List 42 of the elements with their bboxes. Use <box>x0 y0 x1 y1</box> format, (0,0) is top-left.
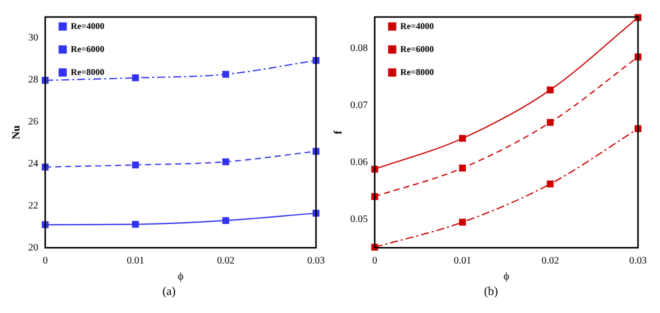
x-tick-label: 0 <box>372 255 378 266</box>
legend-label: Re=8000 <box>70 66 105 77</box>
y-tick-label: 0.07 <box>350 100 368 111</box>
y-tick-label: 0.06 <box>350 156 368 168</box>
x-tick-label: 0 <box>42 255 48 266</box>
point <box>222 70 230 78</box>
legend-label: Re=6000 <box>400 44 434 54</box>
point <box>132 220 139 228</box>
point <box>546 86 554 94</box>
x-tick-label: 0.02 <box>216 255 234 266</box>
point <box>222 217 230 224</box>
x-tick-label: 0.01 <box>126 255 144 266</box>
x-tick-label: 0.01 <box>454 255 472 266</box>
y-tick-label: 0.08 <box>350 42 368 54</box>
x-tick-label: 0.03 <box>307 255 325 266</box>
point <box>459 218 466 226</box>
legend-label: Re=4000 <box>400 20 434 31</box>
point <box>546 180 554 188</box>
y-tick-label: 0.05 <box>350 214 368 225</box>
x-tick-label: 0.02 <box>541 255 559 266</box>
point <box>132 74 139 82</box>
point <box>222 158 230 166</box>
x-axis-title: ϕ <box>503 270 510 282</box>
point <box>459 134 466 142</box>
y-tick-label: 24 <box>28 158 38 170</box>
x-axis-title: ϕ <box>178 270 184 282</box>
legend-label: Re=6000 <box>70 44 105 54</box>
text: (a) <box>162 283 176 299</box>
y-tick-label: 26 <box>28 116 38 128</box>
point <box>459 164 466 172</box>
y-tick-label: 30 <box>28 32 38 44</box>
text: (b) <box>484 283 498 299</box>
legend-label: Re=8000 <box>400 66 434 77</box>
point <box>546 119 554 126</box>
y-tick-label: 22 <box>28 200 38 212</box>
y-tick-label: 28 <box>28 74 38 86</box>
y-axis-title: Nu <box>10 125 22 140</box>
legend-label: Re=4000 <box>70 20 105 31</box>
x-tick-label: 0.03 <box>629 255 647 266</box>
point <box>132 161 139 168</box>
y-axis-title: f <box>332 130 344 134</box>
y-tick-label: 20 <box>28 242 38 254</box>
